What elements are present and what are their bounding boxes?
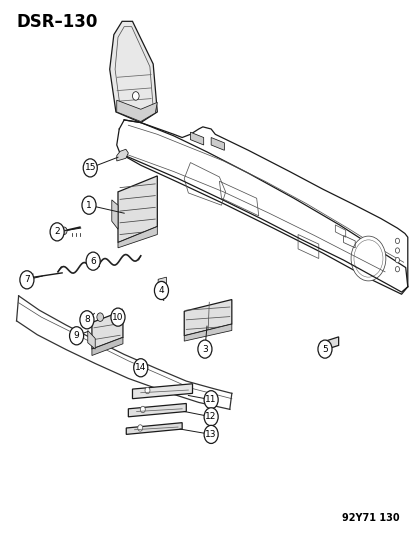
Circle shape: [61, 227, 67, 235]
Polygon shape: [109, 21, 157, 123]
Circle shape: [111, 308, 125, 326]
Circle shape: [394, 248, 399, 253]
Circle shape: [132, 92, 139, 100]
Circle shape: [197, 340, 211, 358]
Polygon shape: [321, 337, 338, 351]
Circle shape: [317, 340, 331, 358]
Polygon shape: [132, 384, 192, 399]
Text: 6: 6: [90, 257, 96, 265]
Circle shape: [394, 266, 399, 272]
Circle shape: [133, 359, 147, 377]
Polygon shape: [126, 423, 182, 434]
Circle shape: [394, 238, 399, 244]
Polygon shape: [112, 200, 118, 229]
Text: 12: 12: [205, 413, 216, 421]
Text: 11: 11: [205, 395, 216, 404]
Polygon shape: [88, 330, 95, 349]
Circle shape: [154, 281, 168, 300]
Circle shape: [69, 327, 83, 345]
Circle shape: [82, 196, 96, 214]
Circle shape: [204, 408, 218, 426]
Circle shape: [83, 159, 97, 177]
Text: 2: 2: [54, 228, 60, 236]
Text: 9: 9: [74, 332, 79, 340]
Circle shape: [204, 425, 218, 443]
Polygon shape: [128, 403, 186, 417]
Polygon shape: [92, 311, 123, 349]
Text: 7: 7: [24, 276, 30, 284]
Polygon shape: [158, 277, 166, 286]
Circle shape: [20, 271, 34, 289]
Polygon shape: [211, 138, 224, 150]
Text: 8: 8: [84, 316, 90, 324]
Circle shape: [138, 425, 142, 431]
Circle shape: [80, 311, 94, 329]
Circle shape: [204, 391, 218, 409]
Polygon shape: [184, 300, 231, 336]
Polygon shape: [118, 176, 157, 243]
Circle shape: [394, 257, 399, 263]
Circle shape: [140, 406, 145, 413]
Text: 1: 1: [86, 201, 92, 209]
Polygon shape: [116, 149, 128, 161]
Text: 92Y71 130: 92Y71 130: [341, 513, 399, 523]
Circle shape: [50, 223, 64, 241]
Circle shape: [350, 236, 385, 281]
Polygon shape: [118, 227, 157, 248]
Circle shape: [86, 252, 100, 270]
Polygon shape: [92, 337, 123, 356]
Text: 10: 10: [112, 313, 123, 321]
Polygon shape: [190, 132, 203, 145]
Text: 5: 5: [321, 345, 327, 353]
Text: 15: 15: [84, 164, 96, 172]
Text: 3: 3: [202, 345, 207, 353]
Polygon shape: [184, 324, 231, 341]
Text: 13: 13: [205, 430, 216, 439]
Text: DSR–130: DSR–130: [17, 13, 98, 31]
Text: 14: 14: [135, 364, 146, 372]
Text: 4: 4: [158, 286, 164, 295]
Circle shape: [97, 313, 103, 321]
Circle shape: [145, 387, 150, 394]
Polygon shape: [116, 100, 157, 122]
